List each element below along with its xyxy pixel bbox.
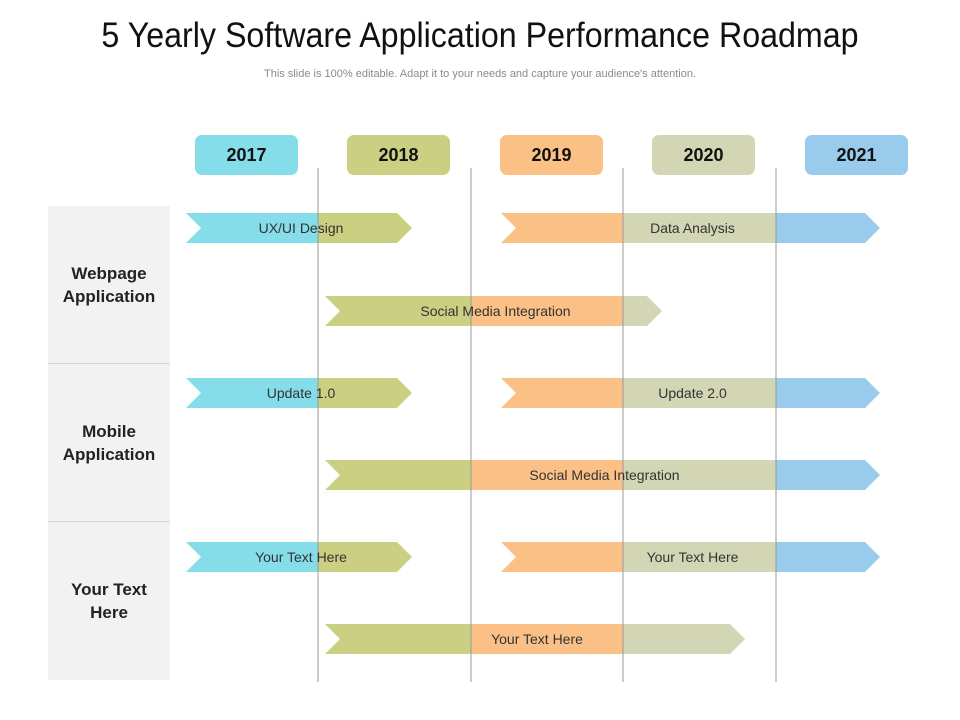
roadmap-bar — [186, 213, 412, 243]
bar-segment-2019 — [501, 213, 623, 243]
bar-segment-2021 — [776, 542, 880, 572]
roadmap-bar — [325, 624, 745, 654]
year-2018: 2018 — [347, 135, 450, 175]
roadmap-bar — [501, 542, 880, 572]
bar-segment-2020 — [623, 213, 776, 243]
bar-label: Your Text Here — [491, 631, 583, 647]
category-label: Your Text Here — [71, 580, 147, 622]
bar-segment-2019 — [471, 624, 623, 654]
year-2020: 2020 — [652, 135, 755, 175]
divider — [48, 521, 170, 522]
bar-segment-2018 — [325, 460, 471, 490]
roadmap-bar — [186, 542, 412, 572]
bar-label: Social Media Integration — [529, 467, 680, 483]
bar-segment-2018 — [318, 213, 412, 243]
bar-segment-2017 — [186, 542, 318, 572]
bar-segment-2017 — [186, 378, 318, 408]
bar-label: Data Analysis — [650, 220, 735, 236]
category-webpage-application: Webpage Application — [48, 206, 170, 363]
year-2019: 2019 — [500, 135, 603, 175]
bar-label: Update 2.0 — [658, 385, 727, 401]
page-subtitle: This slide is 100% editable. Adapt it to… — [264, 68, 696, 80]
bar-segment-2017 — [186, 213, 318, 243]
category-label: Webpage Application — [62, 263, 156, 306]
bar-segment-2021 — [776, 213, 880, 243]
page-title: 5 Yearly Software Application Performanc… — [101, 16, 859, 55]
roadmap-bar — [186, 378, 412, 408]
bar-segment-2021 — [776, 460, 880, 490]
bar-label: Your Text Here — [255, 549, 347, 565]
divider — [48, 363, 170, 364]
bar-segment-2020 — [623, 624, 745, 654]
bar-label: Your Text Here — [646, 549, 739, 565]
bar-segment-2019 — [501, 542, 623, 572]
roadmap-bar — [501, 378, 880, 408]
bar-segment-2018 — [325, 624, 471, 654]
roadmap-bar — [501, 213, 880, 243]
bar-segment-2018 — [325, 296, 471, 326]
bar-segment-2019 — [501, 378, 623, 408]
bar-label: UX/UI Design — [258, 220, 344, 236]
bar-segment-2019 — [471, 296, 623, 326]
bar-segment-2018 — [318, 542, 412, 572]
bar-label: Social Media Integration — [420, 303, 571, 319]
bar-segment-2019 — [471, 460, 623, 490]
bar-segment-2021 — [776, 378, 880, 408]
bar-segment-2020 — [623, 378, 776, 408]
bar-segment-2020 — [623, 460, 776, 490]
category-label: Mobile Application — [62, 421, 156, 464]
bar-segment-2018 — [318, 378, 412, 408]
bar-segment-2020 — [623, 542, 776, 572]
category-your-text-here: Your Text Here — [48, 522, 170, 680]
roadmap-bar — [325, 460, 880, 490]
roadmap-bar — [325, 296, 662, 326]
category-mobile-application: Mobile Application — [48, 364, 170, 521]
year-2017: 2017 — [195, 135, 298, 175]
year-2021: 2021 — [805, 135, 908, 175]
bar-label: Update 1.0 — [266, 385, 336, 401]
